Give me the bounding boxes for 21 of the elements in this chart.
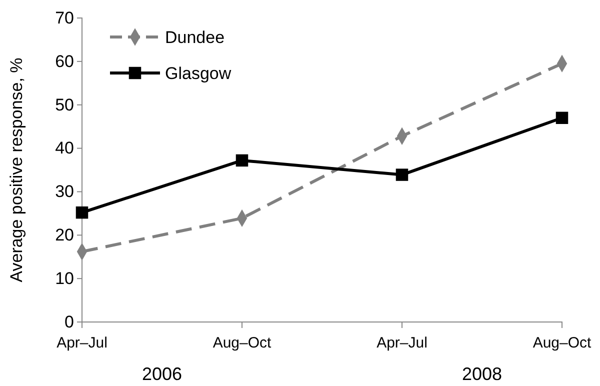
- legend-label: Glasgow: [165, 64, 232, 83]
- y-tick-label: 70: [55, 8, 74, 28]
- legend-label: Dundee: [165, 28, 225, 47]
- y-tick-label: 50: [55, 95, 74, 114]
- x-tick-label: Aug–Oct: [212, 334, 272, 352]
- y-tick-label: 20: [55, 226, 74, 245]
- point: [396, 168, 408, 181]
- y-tick-label: 60: [55, 52, 74, 71]
- point: [556, 112, 568, 124]
- y-axis-title: Average positive response, %: [7, 58, 26, 282]
- text: 2006: [142, 364, 182, 384]
- point: [236, 154, 248, 167]
- x-tick-label: Apr–Jul: [56, 334, 108, 352]
- x-tick-label: Apr–Jul: [376, 334, 428, 352]
- y-tick-label: 30: [55, 182, 74, 202]
- x-tick-label: Aug–Oct: [532, 334, 592, 352]
- text: 2008: [462, 364, 502, 384]
- y-tick-label: 0: [64, 312, 74, 332]
- y-tick-label: 40: [55, 138, 74, 158]
- y-tick-label: 10: [55, 269, 74, 288]
- point: [76, 206, 88, 219]
